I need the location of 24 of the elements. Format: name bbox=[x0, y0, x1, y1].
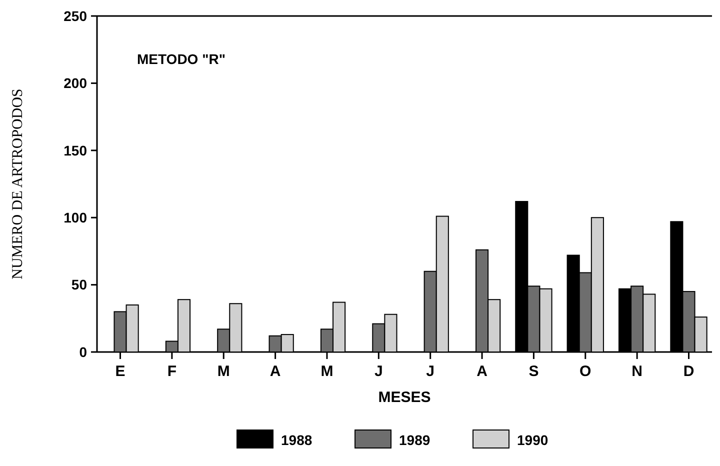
y-tick-label: 50 bbox=[71, 276, 88, 293]
legend-label: 1990 bbox=[517, 432, 548, 448]
y-tick-label: 150 bbox=[64, 142, 88, 158]
y-tick-label: 100 bbox=[64, 210, 88, 226]
x-tick-label: E bbox=[115, 363, 126, 380]
y-axis-title: NUMERO DE ARTROPODOS bbox=[10, 88, 26, 280]
x-tick-label: A bbox=[476, 363, 488, 380]
x-tick-label: F bbox=[167, 363, 177, 380]
y-tick-label: 250 bbox=[64, 8, 88, 24]
x-tick-label: M bbox=[320, 363, 334, 380]
x-tick-label: A bbox=[270, 363, 281, 380]
y-tick-label: 200 bbox=[64, 75, 88, 92]
x-tick-label: M bbox=[217, 363, 230, 380]
legend-label: 1988 bbox=[281, 432, 312, 448]
y-tick-label: 0 bbox=[79, 344, 88, 360]
x-tick-label: J bbox=[426, 363, 435, 380]
x-tick-label: J bbox=[374, 363, 383, 380]
x-tick-label: N bbox=[632, 363, 642, 380]
x-tick-label: D bbox=[683, 363, 694, 380]
x-axis-title: MESES bbox=[378, 389, 431, 406]
annotation: METODO "R" bbox=[137, 51, 226, 67]
x-tick-label: O bbox=[580, 363, 592, 380]
x-tick-label: S bbox=[528, 363, 539, 380]
legend-label: 1989 bbox=[399, 432, 430, 448]
